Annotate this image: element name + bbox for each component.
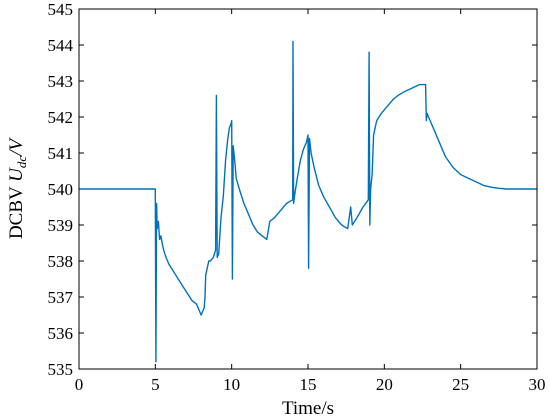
y-tick-label: 544 — [48, 36, 74, 55]
x-tick-label: 0 — [75, 375, 84, 394]
y-tick-label: 545 — [48, 0, 74, 19]
y-tick-label: 535 — [48, 360, 74, 379]
y-tick-label: 540 — [48, 180, 74, 199]
x-tick-label: 10 — [223, 375, 240, 394]
y-tick-label: 541 — [48, 144, 74, 163]
x-tick-label: 30 — [529, 375, 546, 394]
y-axis-label: DCBV Udc/V — [6, 137, 29, 239]
series-line — [79, 40, 537, 363]
y-tick-label: 536 — [48, 324, 74, 343]
y-axis-label-subscript: dc — [14, 156, 29, 169]
plot-frame — [78, 8, 538, 370]
y-tick-label: 537 — [48, 288, 74, 307]
y-axis-label-prefix: DCBV — [6, 182, 27, 239]
y-tick-label: 538 — [48, 252, 74, 271]
x-tick-label: 20 — [376, 375, 393, 394]
y-axis-label-suffix: /V — [6, 137, 27, 157]
y-tick-label: 542 — [48, 108, 74, 127]
x-tick-label: 15 — [300, 375, 317, 394]
x-tick-label: 25 — [452, 375, 469, 394]
x-tick-label: 5 — [151, 375, 160, 394]
y-tick-label: 543 — [48, 72, 74, 91]
x-axis-label: Time/s — [282, 398, 334, 419]
x-ticks: 0 5 10 15 20 25 30 — [75, 9, 546, 394]
y-axis-label-symbol: U — [6, 167, 27, 182]
y-tick-label: 539 — [48, 216, 74, 235]
